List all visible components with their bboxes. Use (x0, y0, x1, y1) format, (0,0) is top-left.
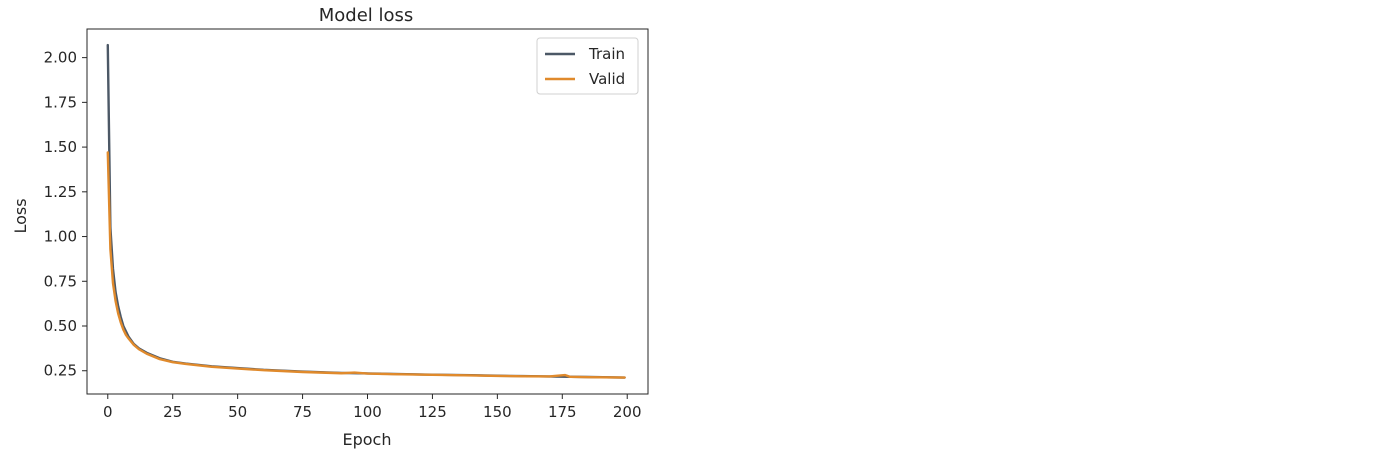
series-lines (106, 43, 626, 379)
y-tick-label: 1.50 (44, 138, 77, 156)
x-axis: 0 25 50 75 100 125 150 175 200 (103, 394, 642, 421)
y-tick-label: 1.00 (44, 228, 77, 246)
y-axis: 0.25 0.50 0.75 1.00 1.25 1.50 1.75 2.00 (44, 49, 87, 380)
plot-frame (86, 28, 649, 395)
legend-label-train: Train (588, 45, 625, 63)
x-tick-label: 50 (228, 403, 247, 421)
legend: Train Valid (536, 37, 639, 95)
y-tick-label: 0.75 (44, 272, 77, 290)
x-tick-label: 0 (103, 403, 113, 421)
chart-title: Model loss (319, 5, 414, 26)
x-tick-label: 150 (483, 403, 512, 421)
y-axis-label: Loss (11, 198, 30, 233)
y-tick-label: 1.25 (44, 183, 77, 201)
x-tick-label: 25 (163, 403, 182, 421)
y-tick-label: 1.75 (44, 93, 77, 111)
series-line-valid (106, 151, 626, 379)
x-tick-label: 75 (293, 403, 312, 421)
y-tick-label: 0.25 (44, 362, 77, 380)
x-tick-label: 200 (613, 403, 642, 421)
x-tick-label: 125 (418, 403, 447, 421)
legend-label-valid: Valid (589, 70, 625, 88)
x-axis-label: Epoch (343, 430, 392, 449)
y-tick-label: 2.00 (44, 49, 77, 67)
x-tick-label: 100 (353, 403, 382, 421)
x-tick-label: 175 (548, 403, 577, 421)
y-tick-label: 0.50 (44, 317, 77, 335)
